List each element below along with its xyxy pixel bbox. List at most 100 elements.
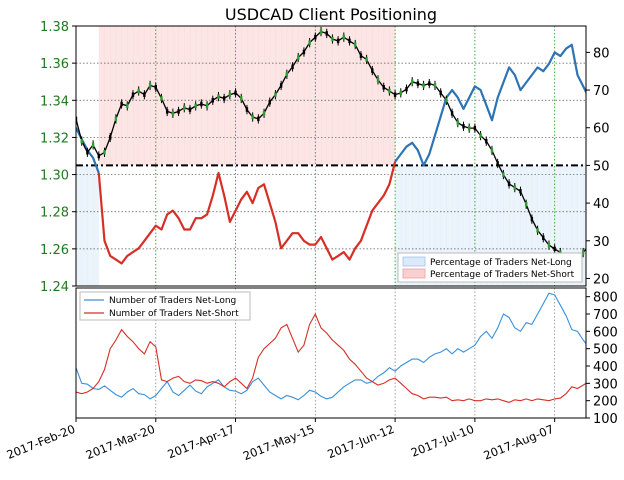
count-tick-label: 200	[593, 395, 618, 410]
bottom-plot-frame	[75, 287, 587, 419]
price-candle-body	[365, 57, 368, 62]
price-candle-body	[467, 125, 471, 131]
net-long-shade	[600, 165, 606, 286]
net-long-shade	[520, 165, 527, 286]
net-long-shade	[577, 165, 584, 286]
price-candle-body	[513, 185, 516, 190]
price-candle-body	[108, 135, 112, 140]
net-short-shade	[184, 26, 191, 166]
price-candle-body	[359, 53, 363, 58]
price-candle-body	[547, 242, 551, 248]
price-tick-label: 1.32	[40, 131, 69, 146]
date-tick-label: 2017-Feb-20	[5, 422, 78, 462]
net-long-shade	[76, 165, 83, 286]
net-long-shade	[543, 165, 550, 286]
price-candle-body	[519, 189, 522, 194]
legend-swatch-net-short	[402, 268, 426, 279]
price-candle-body	[200, 101, 203, 107]
price-candle-body	[382, 85, 385, 90]
price-candle-body	[103, 150, 106, 155]
price-candle-body	[257, 116, 260, 122]
net-short-shade	[138, 26, 145, 166]
net-short-shade	[150, 26, 157, 166]
price-candle-body	[331, 36, 334, 42]
net-long-shade	[457, 165, 464, 286]
price-candle-body	[473, 125, 477, 131]
price-candle-body	[610, 222, 612, 226]
net-long-shade	[548, 165, 556, 286]
price-candle-body	[524, 202, 528, 207]
net-long-shade	[452, 165, 459, 286]
price-tick-label: 1.34	[40, 94, 69, 109]
percent-tick-label: 20	[593, 272, 610, 287]
net-long-shade	[480, 165, 487, 286]
percent-tick-label: 40	[593, 197, 610, 212]
price-candle-body	[599, 228, 601, 232]
net-short-shade	[178, 26, 185, 166]
price-candle-body	[188, 107, 192, 112]
net-short-shade	[315, 26, 322, 166]
net-short-shade	[155, 26, 162, 166]
net-short-shade	[110, 26, 117, 166]
price-candle-body	[553, 246, 556, 252]
net-long-count-line	[76, 292, 586, 401]
price-candle-body	[222, 96, 226, 101]
price-candle-body	[308, 40, 311, 45]
price-tick-label: 1.28	[40, 206, 69, 221]
price-candle-body	[456, 120, 459, 125]
net-short-shade	[326, 26, 333, 166]
date-tick-label: 2017-May-15	[241, 422, 317, 463]
net-short-shade	[98, 26, 105, 166]
price-candle-body	[496, 161, 499, 166]
net-short-count-line	[76, 312, 586, 403]
price-candle-body	[393, 92, 397, 97]
price-candle-body	[588, 243, 590, 247]
count-tick-label: 800	[593, 291, 618, 306]
net-long-shade	[583, 165, 586, 286]
legend-label-net-long-pct: Percentage of Traders Net-Long	[430, 258, 572, 268]
chart-title: USDCAD Client Positioning	[225, 5, 437, 24]
price-candle-body	[411, 79, 414, 84]
price-candle-body	[217, 94, 220, 99]
net-short-shade	[201, 26, 208, 166]
price-candle-body	[319, 29, 323, 34]
date-tick-label: 2017-Jun-12	[325, 422, 396, 462]
price-candle-body	[354, 42, 357, 47]
net-short-shade	[161, 26, 168, 166]
net-long-shade	[400, 165, 407, 286]
price-candle-body	[479, 133, 482, 138]
price-candle-body	[439, 90, 442, 96]
count-tick-label: 100	[593, 412, 618, 427]
net-short-shade	[127, 26, 134, 166]
net-short-shade	[292, 26, 299, 166]
net-long-shade	[560, 165, 567, 286]
net-long-shade	[537, 165, 544, 286]
net-short-shade	[212, 26, 219, 166]
date-tick-label: 2017-Jul-10	[409, 422, 476, 460]
net-long-shade	[595, 165, 601, 286]
net-long-shade	[486, 165, 493, 286]
net-long-shade	[526, 165, 533, 286]
net-long-shade	[87, 165, 94, 286]
price-candle-body	[433, 83, 437, 88]
legend-label-net-short-pct: Percentage of Traders Net-Short	[430, 270, 575, 280]
price-candle-body	[211, 98, 214, 103]
net-short-percentage-line	[97, 161, 397, 265]
net-short-shade	[207, 26, 214, 166]
net-long-shade	[93, 165, 100, 286]
count-tick-label: 500	[593, 343, 618, 358]
price-candle-body	[245, 107, 249, 112]
count-tick-label: 600	[593, 325, 618, 340]
price-candle-body	[485, 138, 488, 144]
top-panel: 1.24 1.26 1.28 1.30 1.32 1.34 1.36 1.38 20 30 40 5…	[40, 20, 612, 295]
price-tick-label: 1.38	[40, 20, 69, 35]
net-short-shade	[286, 26, 293, 166]
price-tick-label: 1.30	[40, 169, 69, 184]
price-candle-body	[371, 68, 374, 73]
price-candle-body	[148, 83, 152, 88]
price-candle-body	[76, 116, 78, 122]
price-candle-body	[605, 224, 607, 228]
price-candle-body	[581, 250, 585, 255]
net-long-shade	[406, 165, 413, 286]
